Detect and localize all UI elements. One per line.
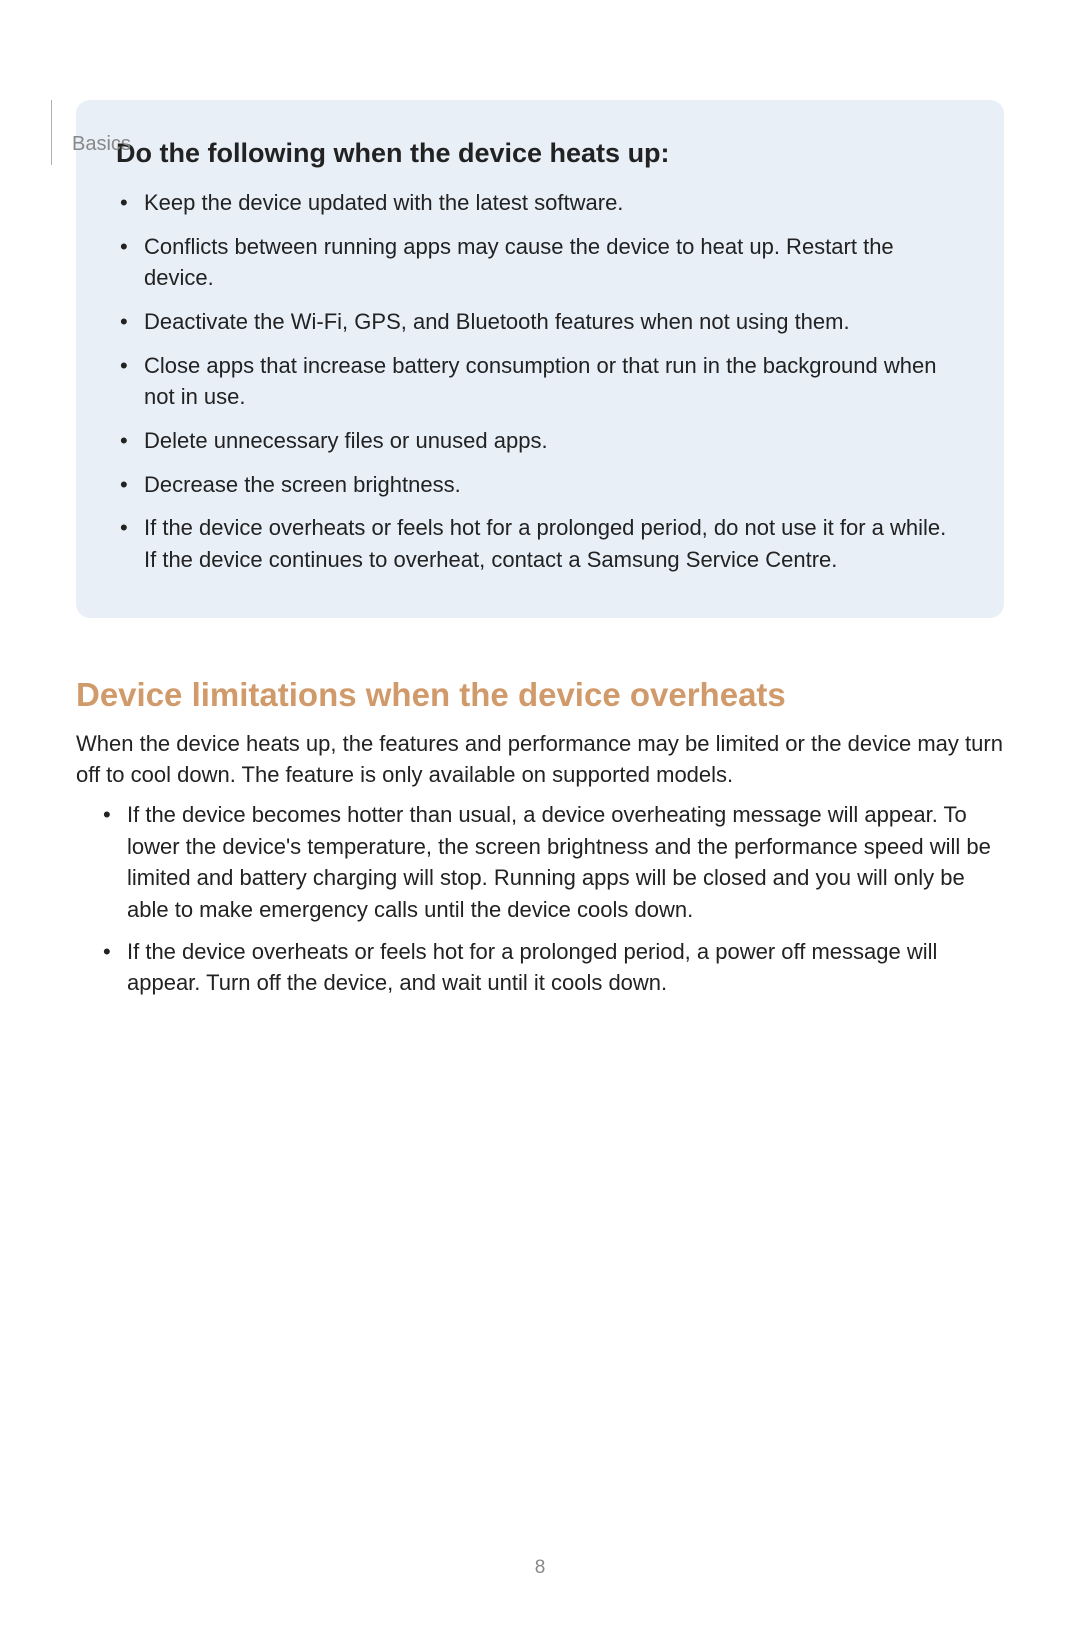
callout-bullet-list: Keep the device updated with the latest … [116, 187, 964, 576]
section-bullet-list: If the device becomes hotter than usual,… [99, 799, 1004, 999]
callout-bullet-item: Close apps that increase battery consump… [116, 350, 964, 413]
callout-heading: Do the following when the device heats u… [116, 138, 964, 169]
breadcrumb: Basics [72, 133, 131, 156]
callout-bullet-item: Conflicts between running apps may cause… [116, 231, 964, 294]
callout-bullet-item: Deactivate the Wi-Fi, GPS, and Bluetooth… [116, 306, 964, 338]
section-bullet-item: If the device overheats or feels hot for… [99, 936, 1004, 999]
page-number: 8 [0, 1557, 1080, 1579]
callout-box: Do the following when the device heats u… [76, 100, 1004, 618]
section-paragraph: When the device heats up, the features a… [76, 728, 1004, 791]
section-bullet-item: If the device becomes hotter than usual,… [99, 799, 1004, 926]
callout-bullet-item: Delete unnecessary files or unused apps. [116, 425, 964, 457]
callout-bullet-item: Decrease the screen brightness. [116, 469, 964, 501]
page-container: Basics Do the following when the device … [0, 100, 1080, 1627]
header-vertical-line [51, 100, 52, 165]
callout-bullet-item: If the device overheats or feels hot for… [116, 512, 964, 575]
callout-bullet-item: Keep the device updated with the latest … [116, 187, 964, 219]
section-heading: Device limitations when the device overh… [76, 676, 1004, 714]
